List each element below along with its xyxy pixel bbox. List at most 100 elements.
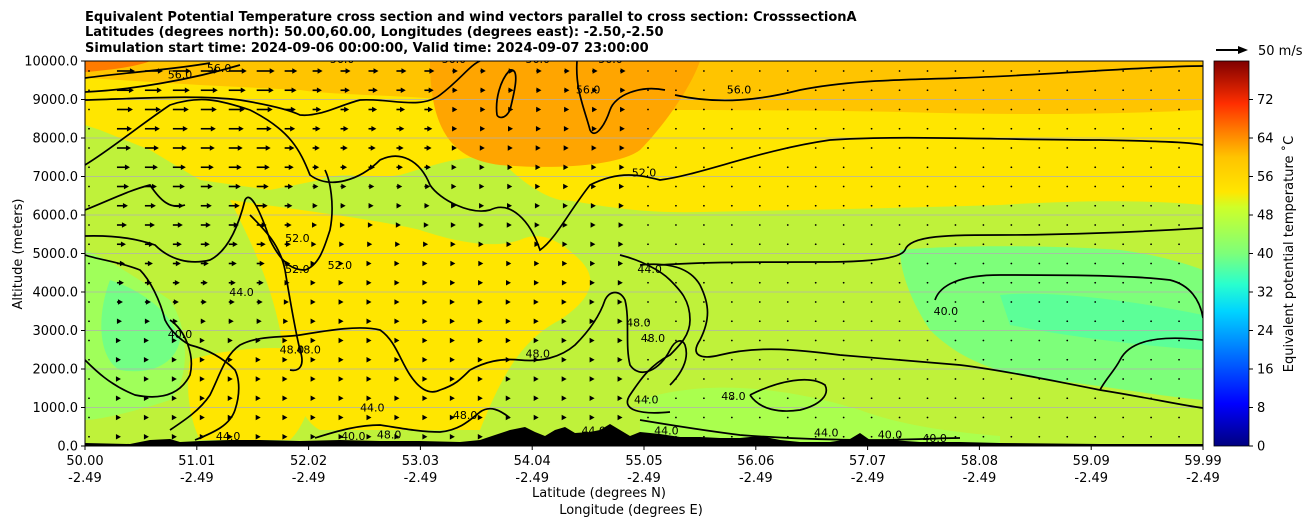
wind-arrow-dot (954, 358, 957, 361)
wind-arrow-head (345, 68, 351, 74)
wind-arrow-dot (703, 378, 705, 380)
wind-arrow-head (282, 395, 288, 402)
wind-arrow-dot (786, 262, 789, 265)
contour-label: 48.0 (721, 390, 746, 403)
wind-arrow-dot (1122, 301, 1125, 303)
wind-arrow-dot (842, 89, 845, 92)
wind-arrow-dot (1010, 301, 1013, 303)
wind-arrow-head (119, 260, 125, 267)
wind-arrow-dot (1038, 320, 1041, 323)
wind-arrow-head (589, 395, 595, 402)
wind-arrow-dot (758, 224, 761, 226)
wind-arrow-head (342, 164, 348, 171)
wind-arrow-head (310, 356, 316, 363)
wind-arrow-dot (703, 397, 705, 400)
wind-arrow-head (373, 68, 379, 74)
wind-arrow-dot (870, 70, 873, 72)
wind-arrow-head (451, 164, 457, 171)
y-tick-label: 6000.0 (33, 209, 79, 224)
wind-arrow-dot (842, 339, 845, 342)
wind-arrow-head (256, 318, 262, 325)
wind-arrow-dot (703, 301, 705, 303)
wind-arrow-dot (647, 378, 649, 380)
wind-arrow-dot (870, 416, 873, 419)
wind-arrow-dot (647, 435, 649, 438)
wind-arrow-dot (730, 108, 733, 111)
wind-arrow-dot (88, 281, 90, 284)
wind-arrow-dot (1066, 224, 1069, 226)
wind-arrow-head (422, 433, 428, 440)
wind-arrow-head (143, 376, 149, 382)
wind-arrow-dot (1150, 224, 1152, 226)
contour-label: 48.0 (296, 344, 321, 357)
y-tick-label: 0.0 (57, 440, 78, 455)
wind-arrow-head (617, 299, 623, 305)
wind-arrow-dot (647, 166, 649, 169)
wind-arrow-head (477, 433, 483, 440)
wind-arrow-dot (1150, 378, 1152, 380)
colorbar-tick-label: 64 (1257, 132, 1274, 147)
wind-arrow-dot (982, 224, 985, 226)
wind-arrow-dot (1038, 147, 1041, 149)
contour-labels: 56.0 56.0 56.0 56.0 56.0 56.0 56.0 56.0 52.0 52.0… (168, 61, 958, 445)
wind-arrow-dot (898, 204, 901, 207)
wind-arrow-head (255, 433, 261, 440)
wind-arrow-head (338, 356, 344, 363)
wind-arrow-dot (1066, 301, 1069, 303)
contour-56-loop (495, 69, 517, 119)
wind-arrow-head (366, 260, 372, 267)
contour-label: 44.0 (654, 424, 679, 437)
x-tick-label-lat: 58.08 (961, 454, 998, 469)
wind-arrow-head (203, 260, 209, 267)
wind-arrow-head (202, 279, 208, 286)
wind-arrow-dot (1150, 147, 1152, 149)
wind-arrow-head (366, 433, 372, 440)
wind-arrow-dot (1066, 378, 1069, 380)
wind-arrow-dot (88, 224, 90, 226)
wind-arrow-head (255, 414, 261, 421)
wind-arrow-dot (870, 262, 873, 265)
wind-arrow-dot (1178, 108, 1180, 111)
wind-legend: 50 m/s (1216, 44, 1303, 59)
wind-arrow-head (288, 164, 294, 171)
wind-arrow-dot (1038, 339, 1041, 342)
wind-arrow-head (368, 202, 374, 209)
wind-arrow-dot (982, 416, 985, 419)
wind-arrow-head (209, 145, 215, 151)
wind-arrow-dot (1122, 147, 1125, 149)
wind-arrow-dot (1010, 320, 1013, 323)
wind-arrow-dot (1150, 127, 1152, 130)
wind-arrow-dot (758, 70, 761, 72)
wind-arrow-head (479, 164, 485, 171)
wind-arrow-head (589, 414, 595, 421)
wind-arrow-head (507, 202, 512, 209)
wind-arrow-dot (1178, 243, 1180, 246)
wind-arrow-dot (870, 435, 873, 438)
wind-arrow-head (617, 376, 623, 382)
wind-arrow-head (505, 395, 511, 402)
wind-arrow-dot (1178, 339, 1180, 342)
wind-arrow-head (338, 279, 344, 286)
contour-40-right (934, 274, 1203, 319)
wind-arrow-head (317, 68, 323, 74)
wind-arrow-head (617, 318, 623, 325)
wind-arrow-head (229, 299, 235, 305)
wind-arrow-head (143, 414, 149, 421)
wind-arrow-dot (1066, 185, 1069, 188)
wind-arrow-head (342, 145, 348, 151)
wind-arrow-dot (954, 378, 957, 380)
wind-arrow-dot (730, 358, 733, 361)
wind-arrow-dot (842, 127, 845, 130)
wind-arrow-head (477, 356, 483, 363)
wind-arrow-dot (842, 166, 845, 169)
wind-arrow-head (397, 164, 403, 171)
y-tick-label: 7000.0 (33, 170, 79, 185)
wind-arrow-head (452, 87, 458, 94)
wind-arrow-dot (954, 320, 957, 323)
wind-arrow-dot (1038, 70, 1041, 72)
contour-label: 44.0 (637, 263, 662, 276)
wind-arrow-head (562, 260, 568, 267)
wind-arrow-head (478, 222, 484, 228)
wind-arrow-head (290, 106, 296, 113)
